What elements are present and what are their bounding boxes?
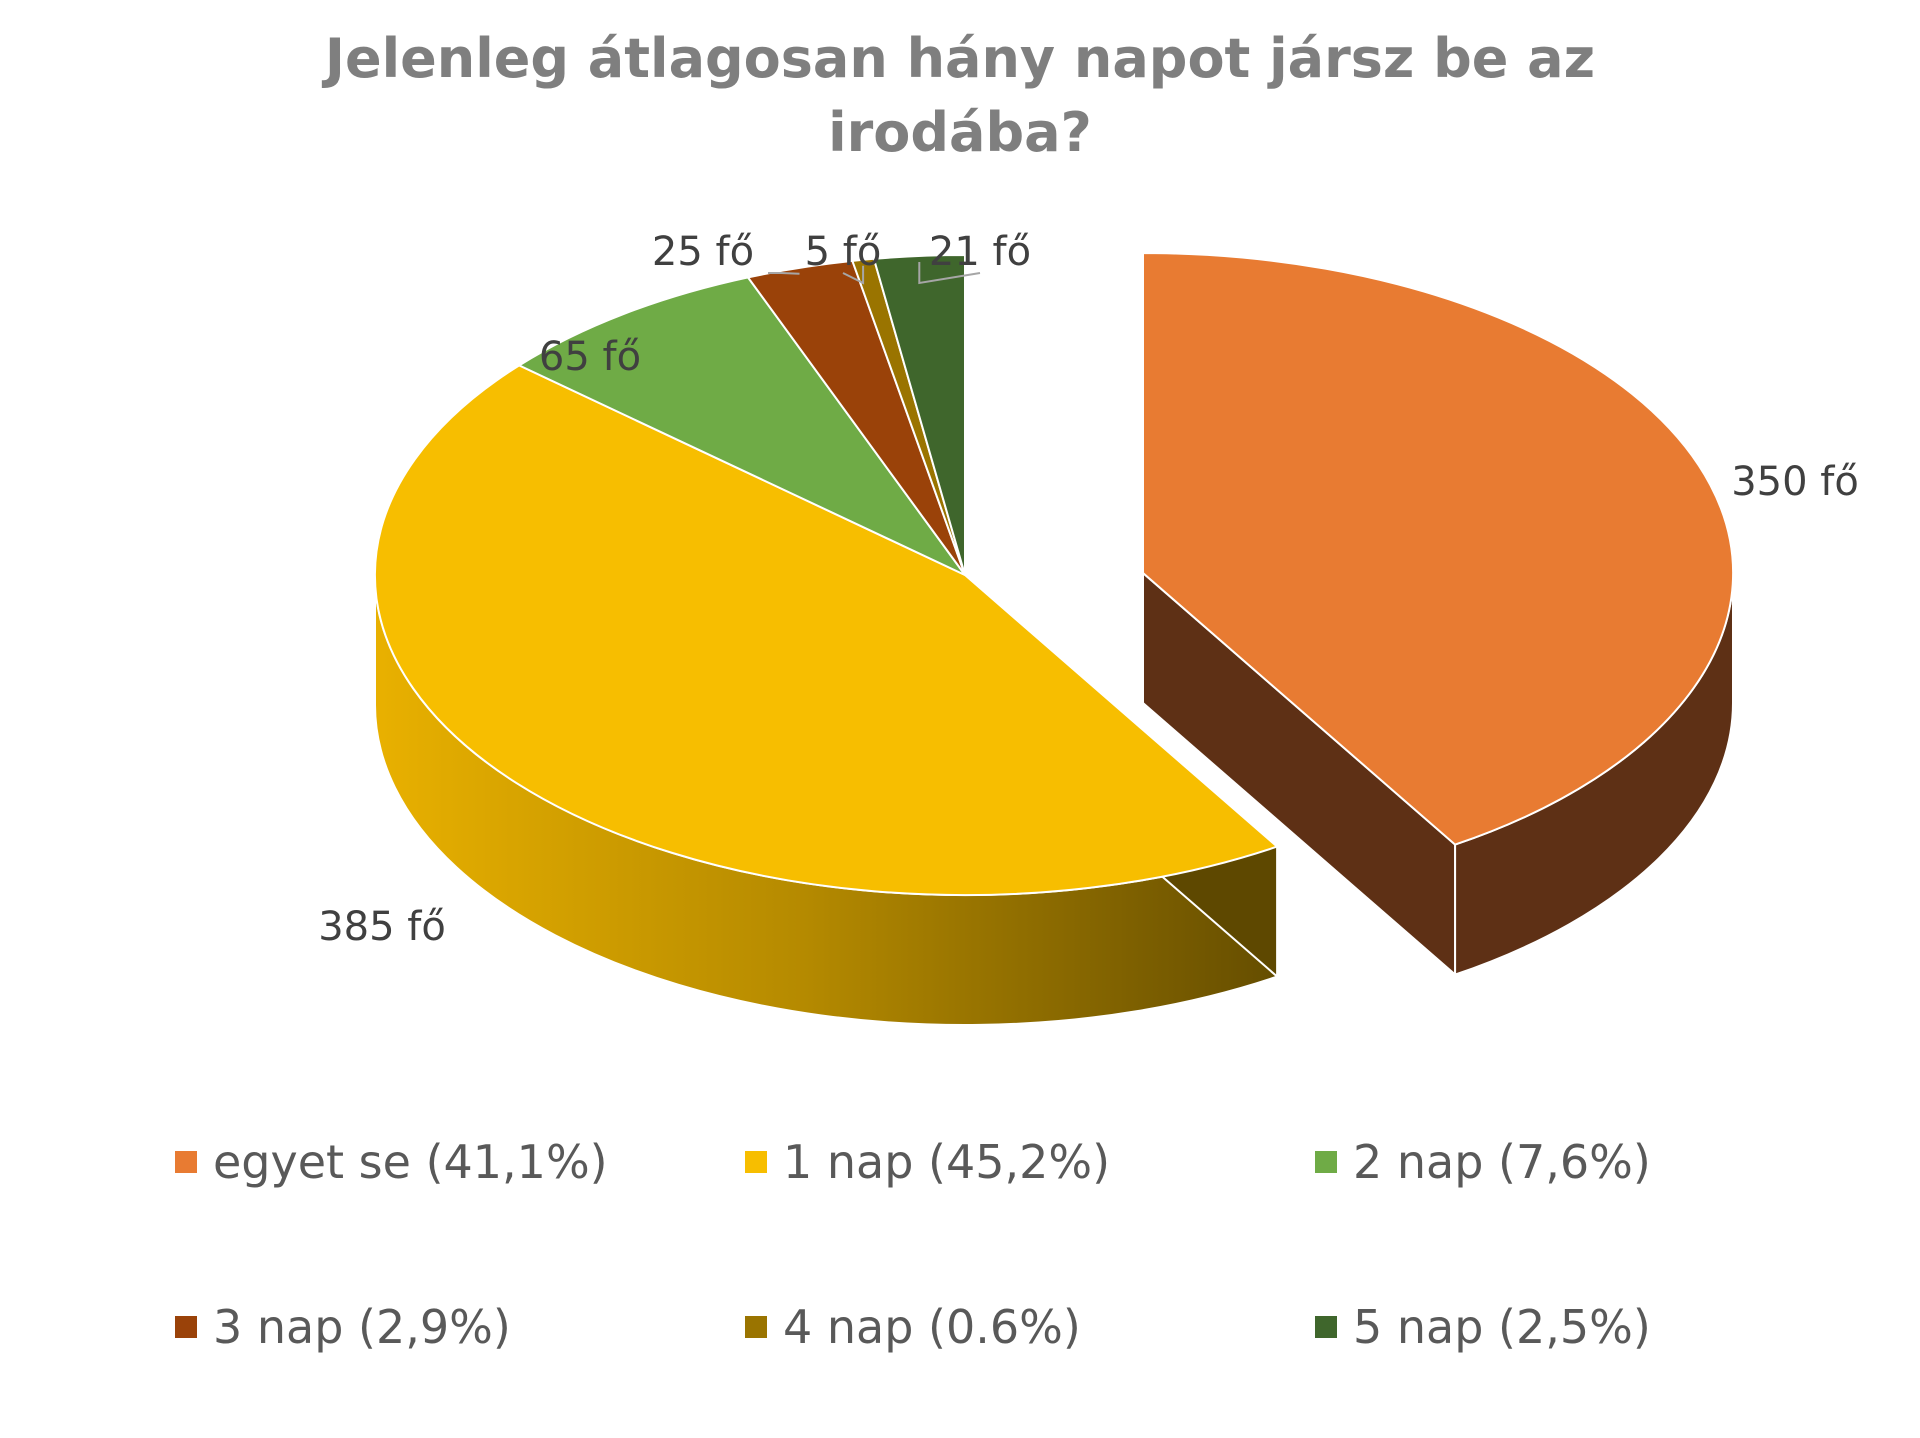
leader-lines — [768, 262, 981, 285]
data-label-1: 385 fő — [318, 904, 446, 950]
chart-title-line-2: irodába? — [828, 101, 1092, 164]
data-label-3: 25 fő — [652, 229, 754, 275]
pie-slice-1 — [373, 364, 1280, 897]
leader-line-3 — [768, 272, 800, 275]
chart-title-line-1: Jelenleg átlagosan hány napot jársz be a… — [324, 27, 1596, 90]
data-label-2: 65 fő — [539, 334, 641, 380]
leader-line-5 — [918, 262, 981, 285]
pie-slice-0 — [1142, 251, 1735, 846]
pie-tops — [373, 251, 1735, 897]
data-label-4: 5 fő — [805, 229, 882, 275]
data-label-5: 21 fő — [929, 229, 1031, 275]
data-label-0: 350 fő — [1731, 459, 1859, 505]
pie-slice-5 — [872, 253, 966, 576]
data-labels: 350 fő 385 fő 65 fő 25 fő 5 fő 21 fő — [318, 229, 1859, 950]
leader-line-4 — [842, 265, 865, 285]
chart-title: Jelenleg átlagosan hány napot jársz be a… — [0, 22, 1920, 170]
pie-slice-2 — [517, 276, 966, 576]
